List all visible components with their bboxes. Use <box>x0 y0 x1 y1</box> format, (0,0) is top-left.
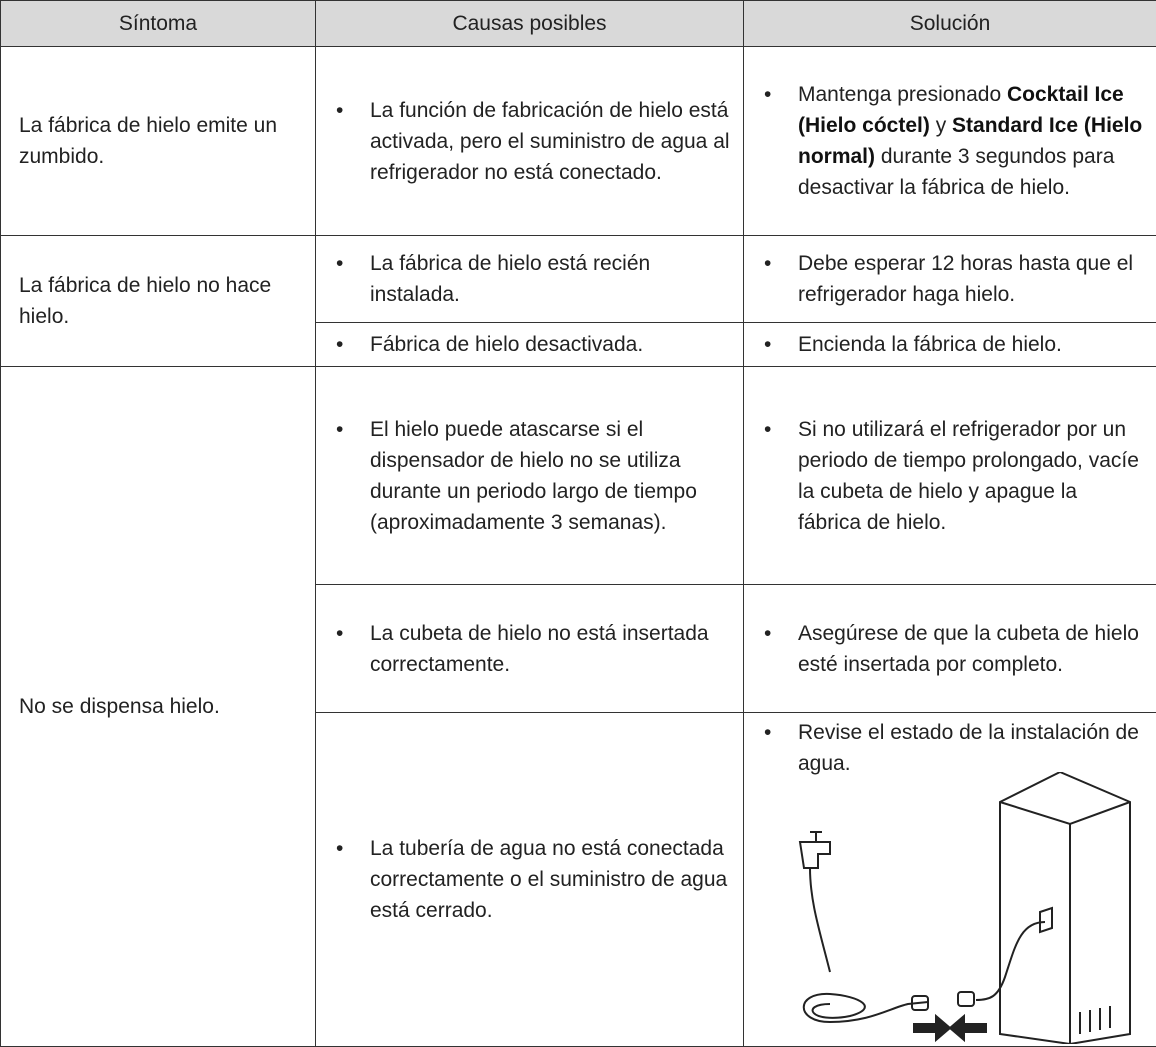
solution-part: Mantenga presionado <box>798 83 1002 106</box>
solution-part: durante 3 segundos para desactivar la fá… <box>798 145 1115 199</box>
solution-text: Mantenga presionado Cocktail Ice (Hielo … <box>764 79 1144 203</box>
solution-part: y <box>935 114 947 137</box>
solution-cell: Si no utilizará el refrigerador por un p… <box>743 366 1156 585</box>
symptom-cell: La fábrica de hielo emite un zumbido. <box>0 46 316 236</box>
cause-text: La función de fabricación de hielo está … <box>336 95 731 188</box>
cause-text: La tubería de agua no está conectada cor… <box>336 833 731 926</box>
button-name: Cocktail Ice (Hielo cóctel) <box>798 83 1124 137</box>
solution-text: Si no utilizará el refrigerador por un p… <box>764 414 1144 538</box>
cause-cell: La cubeta de hielo no está insertada cor… <box>315 584 744 713</box>
cause-text: Fábrica de hielo desactivada. <box>336 329 643 360</box>
header-cell: Causas posibles <box>315 0 744 47</box>
header-cell: Síntoma <box>0 0 316 47</box>
button-name: Standard Ice (Hielo normal) <box>798 114 1143 168</box>
solution-text: Encienda la fábrica de hielo. <box>764 329 1062 360</box>
water-connection-illustration <box>798 772 1131 1044</box>
cause-text: La fábrica de hielo está recién instalad… <box>336 248 731 310</box>
cause-cell: La fábrica de hielo está recién instalad… <box>315 235 744 323</box>
cause-cell: El hielo puede atascarse si el dispensad… <box>315 366 744 585</box>
cause-text: El hielo puede atascarse si el dispensad… <box>336 414 731 538</box>
cause-cell: Fábrica de hielo desactivada. <box>315 322 744 367</box>
cause-text: La cubeta de hielo no está insertada cor… <box>336 618 731 680</box>
cause-cell: La función de fabricación de hielo está … <box>315 46 744 236</box>
header-cell: Solución <box>743 0 1156 47</box>
symptom-cell: No se dispensa hielo. <box>0 366 316 1047</box>
solution-cell: Mantenga presionado Cocktail Ice (Hielo … <box>743 46 1156 236</box>
solution-text: Revise el estado de la instalación de ag… <box>764 717 1144 779</box>
solution-cell: Encienda la fábrica de hielo. <box>743 322 1156 367</box>
solution-text: Asegúrese de que la cubeta de hielo esté… <box>764 618 1144 680</box>
solution-text: Debe esperar 12 horas hasta que el refri… <box>764 248 1144 310</box>
cause-cell: La tubería de agua no está conectada cor… <box>315 712 744 1047</box>
solution-cell: Asegúrese de que la cubeta de hielo esté… <box>743 584 1156 713</box>
symptom-cell: La fábrica de hielo no hace hielo. <box>0 235 316 367</box>
solution-cell: Debe esperar 12 horas hasta que el refri… <box>743 235 1156 323</box>
